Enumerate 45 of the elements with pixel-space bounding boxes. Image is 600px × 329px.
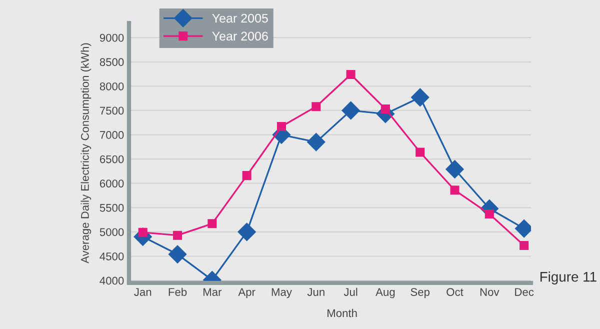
point (346, 70, 356, 80)
x-axis-title: Month (328, 308, 357, 318)
x-tick-label: Oct (446, 288, 464, 296)
y-tick-label: 7500 (100, 106, 124, 115)
legend-label: Year 2005 (212, 14, 268, 23)
caption: Figure 11 (540, 272, 596, 284)
point (342, 101, 360, 120)
point (312, 102, 321, 112)
point (416, 148, 425, 157)
y-tick-label: 6000 (100, 180, 124, 188)
x-tick-label: Feb (168, 288, 187, 296)
y-tick-label: 4000 (100, 276, 124, 285)
y-tick-label: 6500 (100, 155, 124, 164)
x-tick-label: Jun (307, 288, 324, 296)
point (307, 133, 326, 152)
legend-label: Year 2006 (212, 32, 268, 41)
y-axis-title: Average Daily Electricity Consumption (kWh) (80, 43, 92, 264)
point (484, 209, 494, 218)
point (520, 241, 529, 250)
y-tick-label: 5000 (100, 228, 124, 236)
y-tick-label: 8500 (100, 58, 124, 66)
x-tick-label: Dec (515, 288, 534, 296)
point (173, 230, 182, 240)
x-tick-label: Sep (410, 288, 430, 298)
point (242, 171, 252, 180)
y-tick-label: 7000 (100, 131, 124, 139)
point (238, 222, 256, 241)
point (276, 122, 286, 132)
point (380, 104, 390, 114)
x-tick-label: Jul (344, 288, 358, 296)
y-tick-label: 8000 (100, 82, 124, 90)
point (446, 160, 464, 178)
x-tick-label: Jan (134, 288, 152, 296)
x-tick-label: Aug (376, 288, 395, 298)
point (450, 186, 460, 195)
y-tick-label: 4500 (100, 252, 124, 260)
point (208, 219, 217, 228)
x-tick-label: May (272, 288, 292, 298)
point (168, 245, 187, 264)
x-tick-label: Apr (238, 288, 256, 298)
y-tick-label: 5500 (100, 204, 124, 212)
x-tick-label: Mar (204, 288, 222, 296)
x-tick-label: Nov (480, 288, 500, 296)
point (411, 88, 430, 106)
y-tick-label: 9000 (100, 34, 124, 42)
